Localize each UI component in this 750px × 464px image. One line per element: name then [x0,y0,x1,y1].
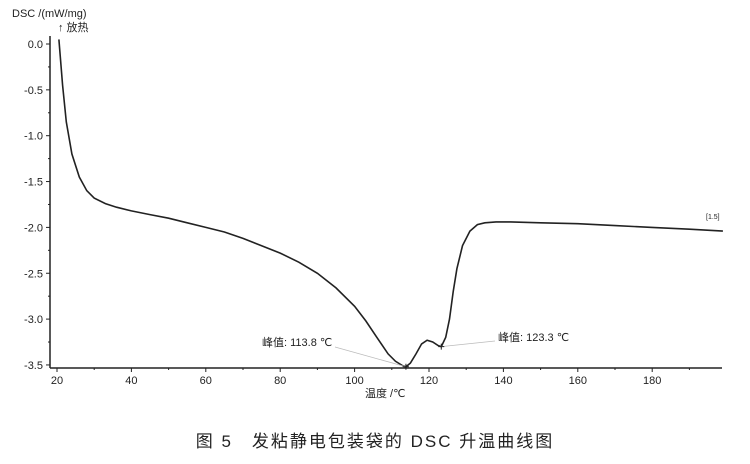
y-tick-label: -3.5 [24,360,43,372]
x-tick-label: 20 [51,375,63,387]
peak-marker [402,363,409,370]
x-tick-label: 60 [200,375,212,387]
y-tick-label: 0.0 [28,39,43,51]
y-tick-label: -1.5 [24,177,43,189]
peak-label: 峰值: 123.3 ℃ [498,331,569,344]
y-tick-label: -0.5 [24,85,43,97]
x-tick-label: 80 [274,375,286,387]
curve-tag: [1.5] [706,214,720,221]
x-tick-label: 140 [494,375,512,387]
dsc-curve [58,39,723,368]
y-tick-label: -2.0 [24,222,43,234]
x-tick-label: 180 [643,375,661,387]
y-axis-note: ↑ 放热 [58,20,89,34]
x-tick-label: 120 [420,375,438,387]
peak-leader-line [441,340,496,348]
x-tick-label: 100 [345,375,363,387]
figure-caption: 图 5 发粘静电包装袋的 DSC 升温曲线图 [196,432,555,451]
x-tick-label: 40 [125,375,137,387]
peak-marker [438,343,445,350]
y-tick-label: -3.0 [24,314,43,326]
x-tick-label: 160 [569,375,587,387]
y-tick-label: -2.5 [24,268,43,280]
x-axis-label: 温度 /℃ [365,386,405,400]
y-tick-label: -1.0 [24,131,43,143]
peak-label: 峰值: 113.8 ℃ [262,336,332,349]
y-axis-label: DSC /(mW/mg) [12,8,87,20]
peak-leader-line [334,346,407,368]
